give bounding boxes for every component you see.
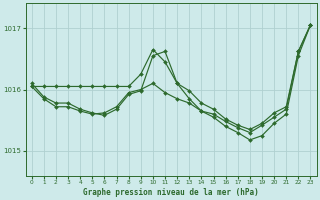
X-axis label: Graphe pression niveau de la mer (hPa): Graphe pression niveau de la mer (hPa) xyxy=(83,188,259,197)
